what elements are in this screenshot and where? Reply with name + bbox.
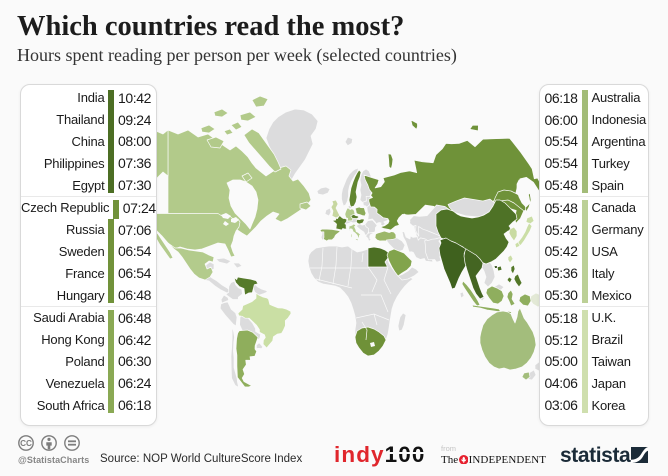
svg-text:CC: CC (20, 439, 32, 448)
